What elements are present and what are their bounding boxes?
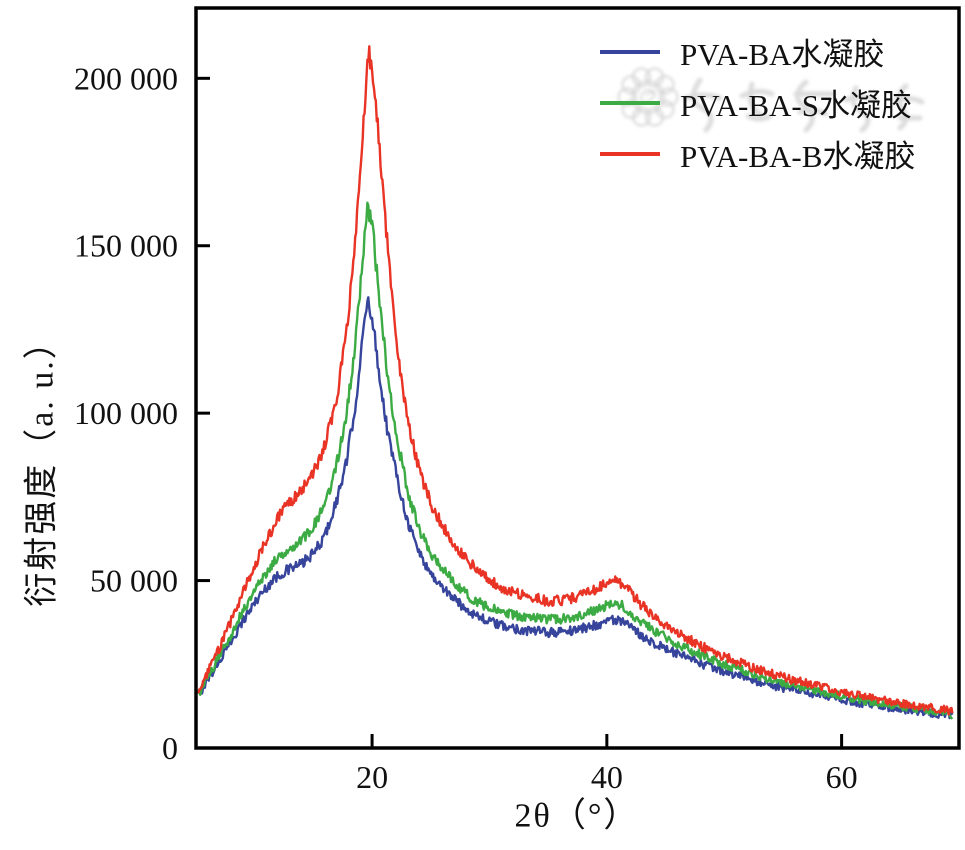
x-tick-label: 60	[826, 759, 858, 795]
x-tick-label: 40	[591, 759, 623, 795]
y-tick-label: 0	[162, 730, 178, 766]
legend: PVA-BA水凝胶 PVA-BA-S水凝胶 PVA-BA-B水凝胶	[600, 26, 915, 179]
y-tick-label: 150 000	[74, 228, 178, 264]
y-axis-title: 衍射强度（a. u.）	[23, 323, 61, 607]
y-tick-label: 200 000	[74, 60, 178, 96]
legend-label: PVA-BA水凝胶	[680, 37, 885, 72]
series-line-3	[197, 45, 954, 716]
legend-swatch-green-line-icon	[600, 100, 660, 105]
legend-item-pva-ba-b: PVA-BA-B水凝胶	[600, 128, 915, 179]
legend-swatch-blue-line-icon	[600, 49, 660, 54]
x-axis-title: 2θ（°）	[514, 797, 640, 835]
plot-frame	[194, 6, 961, 750]
legend-label: PVA-BA-S水凝胶	[680, 88, 912, 123]
x-tick-label: 20	[356, 759, 388, 795]
legend-item-pva-ba: PVA-BA水凝胶	[600, 26, 915, 77]
series-line-2	[197, 201, 954, 720]
series-line-1	[197, 296, 954, 720]
y-tick-label: 100 000	[74, 395, 178, 431]
y-tick-label: 50 000	[90, 563, 178, 599]
legend-label: PVA-BA-B水凝胶	[680, 139, 916, 174]
legend-item-pva-ba-s: PVA-BA-S水凝胶	[600, 77, 915, 128]
legend-swatch-red-line-icon	[600, 151, 660, 156]
